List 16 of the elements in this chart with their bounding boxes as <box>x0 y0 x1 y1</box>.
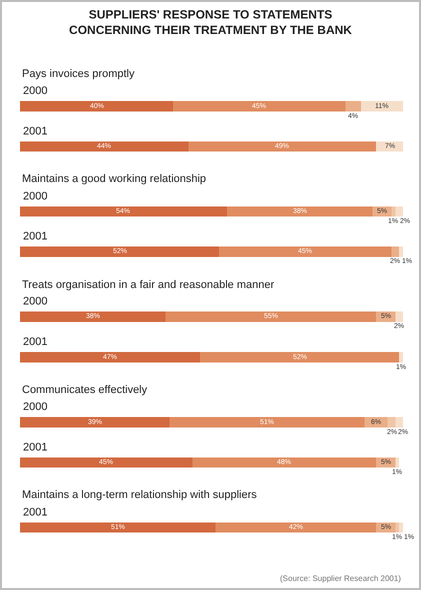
y-tick-label: 2001 <box>23 125 48 138</box>
annotation: Pays invoices promptly <box>22 68 135 80</box>
y-tick-label: 2001 <box>23 506 48 518</box>
y-tick-label: 2001 <box>23 441 48 454</box>
text: (Source: Supplier Research 2001) <box>280 574 402 583</box>
y-tick-label: 2000 <box>23 296 48 308</box>
annotation: Maintains a good working relationship <box>22 173 206 185</box>
y-tick-label: 2000 <box>23 400 48 413</box>
annotation: Treats organisation in a fair and reasonable manner <box>22 279 274 291</box>
annotation: Communicates effectively <box>22 384 148 396</box>
y-tick-label: 2000 <box>23 190 48 202</box>
y-tick-label: 2000 <box>23 84 48 97</box>
chart-title: SUPPLIERS' RESPONSE TO STATEMENTS CONCERNING THEIR TREATMENT BY THE BANK <box>69 7 352 38</box>
y-tick-label: 2001 <box>23 336 48 348</box>
y-tick-label: 2001 <box>23 230 48 243</box>
annotation: Maintains a long-term relationship with suppliers <box>22 489 258 501</box>
